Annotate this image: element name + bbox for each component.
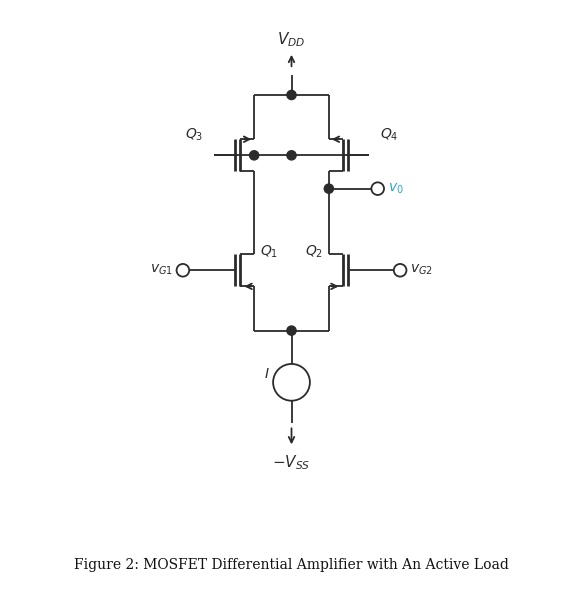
Circle shape xyxy=(177,264,189,277)
Circle shape xyxy=(394,264,406,277)
Circle shape xyxy=(324,184,333,193)
Text: $-V_{SS}$: $-V_{SS}$ xyxy=(272,453,311,472)
Text: $Q_2$: $Q_2$ xyxy=(305,243,323,260)
Circle shape xyxy=(250,151,259,160)
Text: $v_{G1}$: $v_{G1}$ xyxy=(150,263,173,277)
Text: Figure 2: MOSFET Differential Amplifier with An Active Load: Figure 2: MOSFET Differential Amplifier … xyxy=(74,558,509,572)
Text: $v_{G2}$: $v_{G2}$ xyxy=(410,263,433,277)
Circle shape xyxy=(287,151,296,160)
Text: $Q_1$: $Q_1$ xyxy=(260,243,278,260)
Circle shape xyxy=(273,364,310,401)
Text: $I$: $I$ xyxy=(264,367,270,381)
Circle shape xyxy=(287,326,296,335)
Circle shape xyxy=(371,182,384,195)
Text: $Q_4$: $Q_4$ xyxy=(380,126,399,143)
Circle shape xyxy=(287,90,296,100)
Text: $Q_3$: $Q_3$ xyxy=(185,126,203,143)
Text: $v_0$: $v_0$ xyxy=(388,181,404,196)
Text: $V_{DD}$: $V_{DD}$ xyxy=(278,30,305,49)
